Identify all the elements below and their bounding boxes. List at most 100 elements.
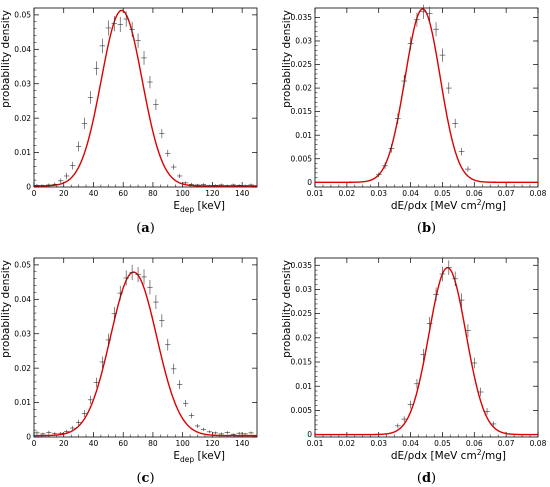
chart-3-data-point — [471, 357, 478, 369]
chart-0-data-point — [75, 141, 82, 152]
chart-2-data-point — [188, 412, 195, 419]
chart-0-data-point — [58, 178, 64, 184]
chart-3-caption: (d) — [417, 471, 436, 486]
chart-3-y-tick-label: 0.025 — [291, 309, 313, 318]
chart-0-data-point — [194, 183, 201, 186]
chart-0-data-point — [200, 183, 207, 186]
chart-0-y-tick-label: 0.02 — [14, 114, 31, 123]
chart-2-y-axis-label: probability density — [0, 260, 12, 358]
chart-1-x-axis-label: dE/ρdx [MeV cm2/mg] — [391, 198, 506, 212]
chart-2-fit-curve — [34, 271, 257, 437]
chart-2-x-tick-label: 60 — [118, 439, 128, 448]
chart-0-x-tick-label: 40 — [89, 189, 99, 198]
chart-0-data-point — [99, 38, 106, 54]
chart-1-plot-frame — [314, 7, 539, 188]
chart-0-data-point — [171, 164, 177, 170]
chart-1-x-tick-label: 0.03 — [370, 189, 387, 198]
chart-1-data-point — [445, 82, 452, 94]
chart-2-data-point — [248, 431, 254, 435]
chart-3-data-point — [458, 293, 465, 307]
chart-2-data-point — [40, 432, 46, 436]
chart-1-x-tick-label: 0.05 — [434, 189, 451, 198]
chart-1-data-point — [465, 166, 471, 172]
chart-0-data-point — [40, 184, 46, 187]
panel-d: 0.01 0.02 0.03 0.04 0.05 0.06 0.07 0.08 0 0.005 0.… — [281, 257, 547, 486]
chart-3-x-tick-label: 0.01 — [307, 439, 324, 448]
chart-1-data-point — [458, 147, 465, 156]
chart-3-data-point — [433, 287, 439, 302]
chart-1-data-point — [375, 172, 382, 178]
chart-1-data-point — [388, 144, 395, 153]
chart-2-data-point — [218, 432, 224, 436]
chart-2-data-point — [34, 431, 40, 435]
chart-2-data-point — [46, 430, 52, 435]
chart-0-x-tick-label: 100 — [176, 189, 191, 198]
chart-2-data-point — [177, 380, 183, 390]
chart-3-y-tick-label: 0.015 — [291, 358, 313, 367]
chart-3-data-point — [477, 387, 484, 397]
chart-1-data-point — [439, 48, 446, 62]
chart-2-x-tick-label: 120 — [205, 439, 220, 448]
chart-1-x-tick-label: 0.06 — [466, 189, 483, 198]
chart-0-data-point — [177, 173, 183, 179]
chart-1-y-tick-label: 0.025 — [291, 60, 313, 69]
chart-2-data-point — [212, 431, 219, 435]
chart-0-data-point — [141, 51, 147, 65]
chart-2-data-point — [236, 431, 242, 435]
chart-3-x-tick-label: 0.06 — [466, 439, 483, 448]
chart-0-data-point — [117, 16, 123, 33]
chart-2-data-point — [147, 280, 153, 295]
chart-0-x-tick-label: 0 — [32, 189, 37, 198]
chart-3-data-point — [484, 407, 490, 415]
chart-0-y-tick-label: 0.05 — [14, 10, 31, 19]
chart-0-data-point — [81, 117, 88, 129]
chart-1-caption: (b) — [417, 221, 436, 236]
chart-0-data-point — [69, 161, 76, 170]
chart-2-data-point — [99, 356, 106, 368]
chart-3-y-tick-label: 0 — [307, 430, 312, 439]
chart-2-x-tick-label: 0 — [32, 439, 37, 448]
chart-3-data-point — [407, 400, 414, 409]
chart-2-x-tick-label: 140 — [235, 439, 250, 448]
chart-2-data-point — [117, 285, 123, 301]
chart-1-data-point — [382, 162, 388, 170]
chart-2-data-point — [135, 266, 141, 283]
chart-0-data-point — [111, 15, 117, 32]
chart-0-data-point — [123, 11, 129, 27]
chart-0-y-tick-label: 0.04 — [14, 45, 31, 54]
chart-3-y-tick-label: 0.01 — [295, 382, 312, 391]
chart-0-data-point — [129, 21, 135, 37]
chart-1-y-tick-label: 0.035 — [291, 13, 313, 22]
chart-0-data-point — [87, 91, 94, 104]
chart-0-data-point — [182, 181, 189, 185]
chart-1-y-tick-label: 0.015 — [291, 107, 313, 116]
chart-3-y-tick-label: 0.02 — [295, 333, 312, 342]
chart-0-data-point — [34, 183, 40, 187]
chart-0-data-point — [188, 182, 195, 186]
chart-2-data-point — [230, 433, 236, 436]
chart-3-data-point — [414, 378, 420, 389]
chart-2-x-tick-label: 80 — [148, 439, 158, 448]
chart-0-x-tick-label: 120 — [205, 189, 220, 198]
chart-0-y-tick-label: 0.03 — [14, 79, 31, 88]
chart-3-x-axis-label: dE/ρdx [MeV cm2/mg] — [391, 448, 506, 462]
chart-1-data-point — [452, 118, 459, 129]
chart-0-data-point — [153, 98, 159, 110]
chart-2-data-point — [58, 431, 64, 435]
chart-2-plot-frame — [33, 257, 258, 438]
chart-3-fit-curve — [315, 267, 538, 436]
chart-0-data-point — [206, 184, 213, 187]
chart-2-y-tick-label: 0 — [26, 433, 31, 442]
chart-0-data-point — [248, 183, 254, 187]
chart-2-data-point — [194, 423, 201, 429]
chart-1-x-tick-label: 0.04 — [402, 189, 419, 198]
chart-2-data-point — [200, 427, 207, 432]
chart-3-x-tick-label: 0.08 — [530, 439, 547, 448]
chart-2-data-point — [111, 306, 117, 321]
chart-0-data-point — [230, 183, 236, 187]
chart-2-data-point — [129, 264, 135, 281]
chart-2-data-point — [165, 338, 171, 351]
chart-2-data-point — [141, 269, 147, 285]
chart-2-data-point — [81, 410, 88, 418]
chart-1-data-point — [407, 36, 414, 50]
